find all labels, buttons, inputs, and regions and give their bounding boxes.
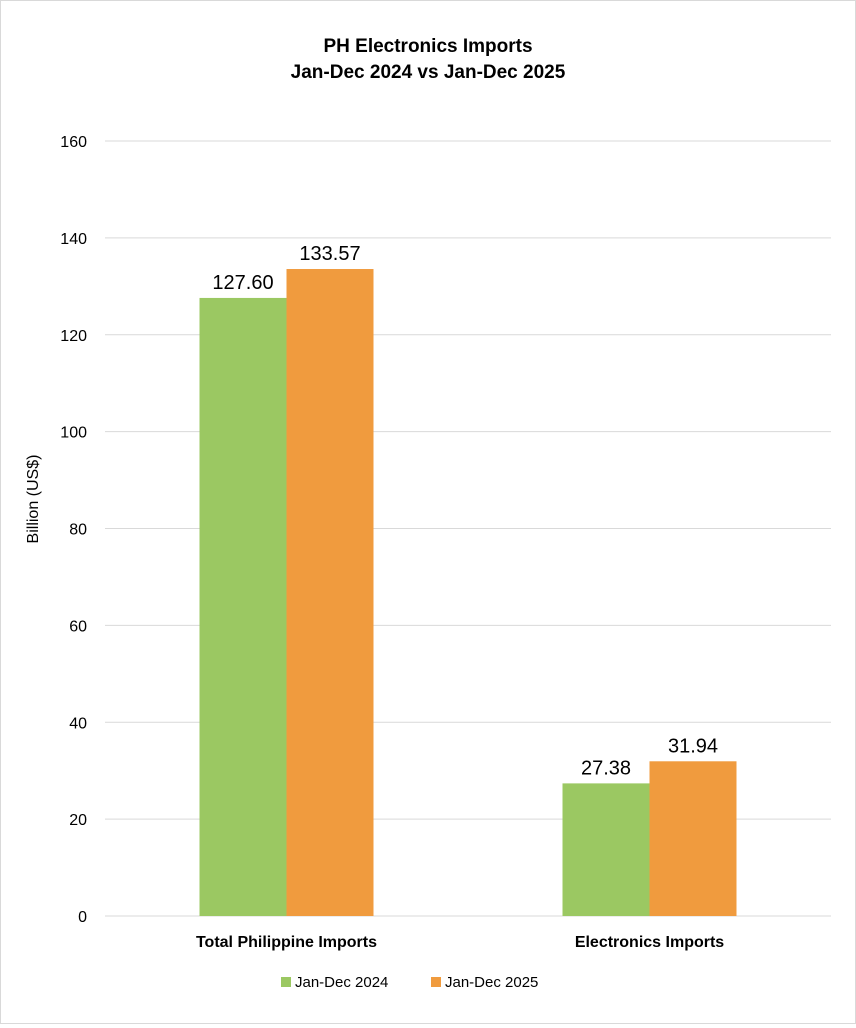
y-tick-label: 100 (60, 425, 87, 442)
chart-title: PH Electronics Imports (323, 36, 532, 57)
category-label: Total Philippine Imports (196, 934, 377, 951)
y-axis-ticks: 0 20 40 60 80 100 120 140 160 (60, 134, 87, 926)
legend-label: Jan-Dec 2025 (445, 974, 538, 991)
bar (286, 269, 374, 916)
legend-label: Jan-Dec 2024 (295, 974, 388, 991)
y-tick-label: 0 (78, 909, 87, 926)
y-tick-label: 120 (60, 328, 87, 345)
y-tick-label: 80 (69, 522, 87, 539)
y-tick-label: 40 (69, 715, 87, 732)
data-label: 133.57 (299, 243, 360, 265)
y-tick-label: 60 (69, 618, 87, 635)
chart-subtitle: Jan-Dec 2024 vs Jan-Dec 2025 (291, 62, 566, 83)
bar (199, 297, 287, 916)
data-label: 27.38 (581, 757, 631, 779)
y-tick-label: 20 (69, 812, 87, 829)
category-label: Electronics Imports (575, 934, 724, 951)
y-tick-label: 140 (60, 231, 87, 248)
legend-swatch (281, 977, 291, 987)
bars (199, 269, 737, 916)
data-label: 31.94 (668, 735, 718, 757)
bar (649, 761, 737, 916)
legend: Jan-Dec 2024 Jan-Dec 2025 (281, 974, 538, 991)
y-tick-label: 160 (60, 134, 87, 151)
legend-swatch (431, 977, 441, 987)
y-axis-label: Billion (US$) (25, 455, 42, 544)
data-label: 127.60 (212, 272, 273, 294)
data-labels: 127.60 133.57 27.38 31.94 (212, 243, 718, 779)
category-labels: Total Philippine Imports Electronics Impo… (196, 934, 724, 951)
bar (562, 783, 650, 916)
